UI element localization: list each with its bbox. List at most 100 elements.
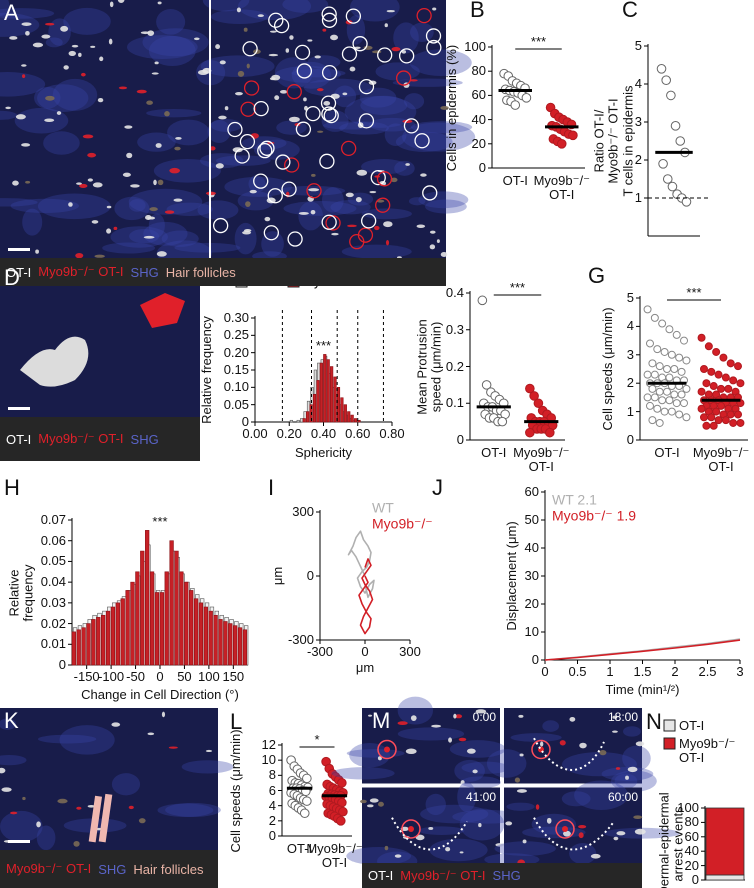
tracked-cell-marker <box>531 739 551 760</box>
micrograph-texture <box>395 131 453 152</box>
histogram-bar <box>312 393 317 423</box>
cell <box>22 74 26 79</box>
micrograph-texture <box>346 846 412 866</box>
histogram-bar <box>71 631 76 666</box>
cell-marker <box>239 133 256 150</box>
micrograph-texture <box>420 804 489 824</box>
cell <box>168 746 178 749</box>
cell <box>118 86 128 90</box>
cell <box>169 167 180 174</box>
y-tick-label: 0 <box>531 651 539 667</box>
micrograph-texture <box>623 726 641 737</box>
cell <box>546 817 552 824</box>
panel-label: A <box>4 0 19 25</box>
cell <box>271 74 281 81</box>
x-tick-label: -300 <box>306 644 334 659</box>
cell <box>75 252 84 259</box>
cell <box>322 28 327 32</box>
data-point <box>724 384 733 393</box>
data-point <box>529 391 539 401</box>
histogram-bar <box>76 629 81 666</box>
y-tick-label: 4 <box>626 318 634 334</box>
y-tick-label: 1 <box>626 403 634 419</box>
cell <box>371 50 382 54</box>
data-point <box>707 367 716 376</box>
data-point <box>663 365 671 373</box>
cell <box>625 775 629 780</box>
cell-marker <box>376 171 393 187</box>
micrograph-texture <box>215 155 271 166</box>
y-axis-label: Relative frequency <box>198 316 214 424</box>
micrograph-texture <box>333 85 357 108</box>
cell <box>157 179 164 186</box>
x-tick-label: 0 <box>541 664 549 679</box>
micrograph-texture <box>14 107 69 134</box>
cell <box>518 714 524 718</box>
cell-marker <box>268 12 284 28</box>
micrograph-texture <box>200 55 275 78</box>
y-tick-label: 0 <box>626 431 634 447</box>
y-tick-label: 0.30 <box>223 309 249 325</box>
y-tick-label: 30 <box>524 567 539 583</box>
cell <box>9 36 18 40</box>
histogram-bar <box>354 418 358 423</box>
histogram-bar <box>228 623 233 666</box>
cell <box>56 111 62 115</box>
significance-label: *** <box>152 514 168 530</box>
cell <box>615 767 621 770</box>
y-axis-label: μm <box>269 566 285 586</box>
cell-marker <box>242 41 258 57</box>
x-tick-label: OT-I <box>654 445 680 460</box>
cell <box>289 35 294 40</box>
cell <box>366 804 374 808</box>
cell-marker <box>227 121 243 138</box>
data-point <box>648 416 657 425</box>
cell <box>279 89 288 94</box>
cell <box>130 184 140 188</box>
micrograph-texture <box>486 749 527 778</box>
histogram-bar <box>184 581 189 666</box>
x-tick-label: 0.5 <box>568 664 587 679</box>
y-tick-label: 0 <box>58 656 66 672</box>
micrograph-texture <box>574 780 629 810</box>
x-axis-label: Sphericity <box>294 444 353 460</box>
scale-bar <box>8 407 30 410</box>
legend-label: SHG <box>492 868 521 883</box>
data-point <box>655 387 664 396</box>
cell <box>384 23 388 28</box>
cell <box>87 805 96 808</box>
cell <box>401 50 407 54</box>
cell <box>310 209 316 215</box>
histogram-bar <box>296 419 300 423</box>
histogram-bar <box>336 387 341 423</box>
cell <box>429 230 436 234</box>
data-point <box>719 353 728 362</box>
cell <box>458 737 467 742</box>
cell <box>79 183 88 189</box>
data-point <box>299 808 310 819</box>
histogram-bar <box>115 602 120 666</box>
cell <box>87 178 93 182</box>
micrograph-texture <box>45 37 63 48</box>
cell <box>298 211 309 215</box>
cell <box>224 106 229 111</box>
micrograph-texture <box>359 87 397 108</box>
micrograph-texture <box>148 213 165 238</box>
data-point <box>734 362 743 371</box>
x-tick-label: -50 <box>126 669 145 684</box>
micrograph-texture <box>114 196 150 221</box>
data-point <box>662 174 673 184</box>
data-point <box>726 359 735 368</box>
cell <box>151 72 159 75</box>
x-tick-label: -150 <box>73 669 100 684</box>
cell <box>117 0 125 3</box>
cell-marker <box>323 107 339 124</box>
cell <box>436 239 440 243</box>
micrograph-texture <box>37 734 97 744</box>
tracked-cell <box>408 826 414 833</box>
cell <box>634 828 646 835</box>
micrograph-texture <box>126 35 198 59</box>
histogram-bar <box>237 627 243 666</box>
x-tick-label: 150 <box>222 669 245 684</box>
legend-label: Myo9b⁻/⁻ OT-I <box>38 431 124 446</box>
